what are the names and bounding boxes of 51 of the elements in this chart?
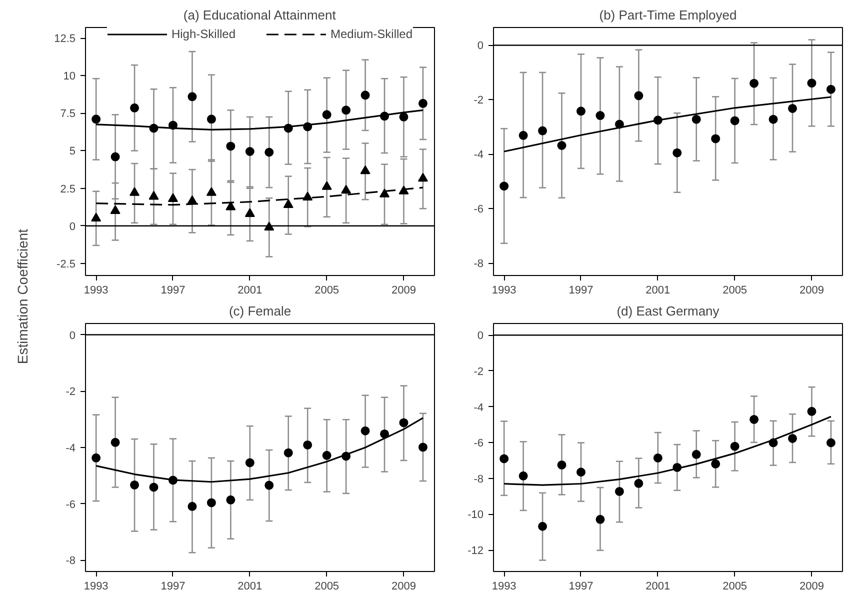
x-tick-label: 1993 [84, 580, 108, 592]
x-tick-label: 2005 [722, 284, 748, 296]
chart-title: (d) East Germany [616, 304, 720, 318]
y-tick-label: 0 [477, 330, 484, 342]
x-tick-label: 2001 [646, 284, 670, 296]
x-tick-label: 1993 [492, 284, 516, 296]
y-tick-label: 5 [69, 146, 76, 158]
y-tick-label: 0 [69, 330, 76, 342]
x-tick-label: 1997 [568, 284, 594, 296]
legend-label: High-Skilled [171, 27, 236, 41]
y-tick-label: -4 [474, 149, 484, 162]
x-tick-label: 2009 [392, 284, 416, 296]
chart-title: (a) Educational Attainment [183, 8, 336, 22]
chart-title: (c) Female [228, 304, 292, 318]
legend-label: Medium-Skilled [330, 27, 413, 41]
x-tick-label: 2001 [646, 580, 670, 592]
y-tick-label: -10 [468, 509, 484, 522]
y-tick-label: 10 [63, 70, 76, 83]
y-axis-title: Estimation Coefficient [14, 228, 30, 364]
y-tick-label: -2 [474, 94, 484, 107]
y-tick-label: 0 [477, 40, 484, 52]
y-tick-label: -4 [66, 442, 76, 454]
x-tick-label: 2005 [314, 284, 340, 296]
y-tick-label: -8 [474, 258, 484, 270]
y-tick-label: -8 [474, 473, 484, 486]
chart-title: (b) Part-Time Employed [599, 8, 737, 22]
x-tick-label: 2001 [238, 580, 262, 592]
x-tick-label: 2005 [722, 580, 748, 592]
y-tick-label: -2 [66, 386, 76, 398]
x-tick-label: 2009 [800, 580, 824, 592]
y-tick-label: -2 [474, 366, 484, 378]
y-tick-label: 12.5 [54, 33, 76, 46]
x-tick-label: 2005 [314, 580, 340, 592]
x-tick-label: 2001 [238, 284, 262, 296]
y-tick-label: -8 [66, 555, 76, 568]
x-tick-label: 2009 [392, 580, 416, 592]
y-tick-label: -4 [474, 402, 484, 414]
y-tick-label: 2.5 [60, 183, 76, 196]
y-tick-label: -12 [468, 545, 484, 558]
y-tick-label: -6 [66, 498, 76, 511]
y-tick-label: -6 [474, 204, 484, 216]
y-tick-label: -6 [474, 438, 484, 450]
y-tick-label: 0 [69, 220, 76, 233]
x-tick-label: 1993 [492, 580, 516, 592]
x-tick-label: 1997 [160, 580, 186, 592]
y-tick-label: -2.5 [56, 258, 76, 270]
x-tick-label: 1993 [84, 284, 108, 296]
y-tick-label: 7.5 [60, 108, 76, 120]
x-tick-label: 2009 [800, 284, 824, 296]
x-tick-label: 1997 [160, 284, 186, 296]
x-tick-label: 1997 [568, 580, 594, 592]
